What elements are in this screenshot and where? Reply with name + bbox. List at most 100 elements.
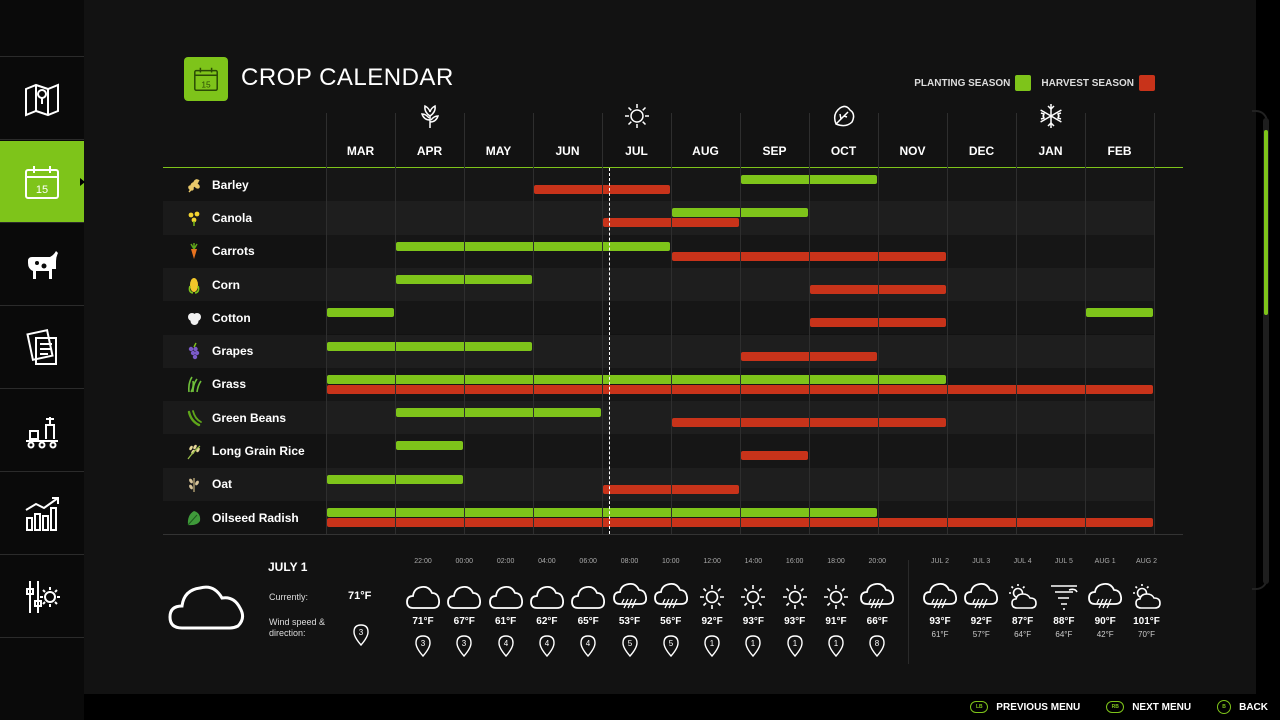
month-gridline <box>809 113 810 534</box>
crop-row: Grapes <box>163 334 1155 368</box>
crop-row: Corn <box>163 267 1155 302</box>
svg-text:4: 4 <box>545 639 550 648</box>
sun-icon <box>741 585 766 609</box>
sun-icon <box>824 585 848 609</box>
green-beans-icon <box>187 409 202 426</box>
sidebar-item-production[interactable] <box>0 390 84 472</box>
wind-direction-icon: 3 <box>353 624 369 646</box>
hourly-forecast-item: 06:00 65°F 4 <box>568 558 608 657</box>
map-icon <box>25 83 59 116</box>
sidebar: 15 <box>0 0 85 720</box>
legend-harvest-swatch <box>1139 75 1155 91</box>
wind-direction-icon: 1 <box>786 635 803 657</box>
legend-planting-swatch <box>1015 75 1032 91</box>
month-label-oct: OCT <box>830 144 857 158</box>
crop-name: Oilseed Radish <box>212 510 299 525</box>
hourly-forecast-item: 20:00 66°F 8 <box>857 558 897 657</box>
current-date-marker <box>608 168 610 534</box>
previous-menu-button[interactable]: LB PREVIOUS MENU <box>970 701 1080 713</box>
hourly-forecast-item: 10:00 56°F 5 <box>651 558 691 657</box>
month-header: MAR APR MAY JUN JUL AUG SEP OCT NOV DEC JAN FEB <box>326 100 1154 166</box>
month-gridline <box>1016 113 1017 534</box>
cloud-icon <box>406 585 440 609</box>
grapes-icon <box>188 342 200 360</box>
month-gridline <box>602 113 603 534</box>
autumn-leaf-icon <box>833 105 854 127</box>
cloud-icon <box>488 585 523 609</box>
wind-direction-icon: 1 <box>704 635 720 657</box>
svg-text:1: 1 <box>751 639 756 648</box>
svg-text:4: 4 <box>586 639 591 648</box>
wind-direction-icon: 4 <box>539 635 555 657</box>
crop-name: Oat <box>212 477 233 492</box>
crop-name: Carrots <box>212 244 255 259</box>
winter-snowflake-icon <box>1039 104 1062 128</box>
barley-icon <box>188 178 200 193</box>
scrollbar-thumb[interactable] <box>1264 130 1268 315</box>
forecast-time: 16:00 <box>785 558 804 565</box>
rain-icon <box>612 582 647 609</box>
wind-direction-icon: 8 <box>869 635 885 657</box>
forecast-low: 64°F <box>1014 630 1032 639</box>
daily-forecast-item: JUL 3 92°F 57°F <box>961 558 1001 639</box>
crop-name: Grapes <box>212 344 254 359</box>
wind-direction-icon: 3 <box>415 635 431 657</box>
forecast-low: 70°F <box>1138 630 1155 639</box>
svg-text:3: 3 <box>359 628 364 637</box>
partly-cloudy-icon <box>1132 584 1161 609</box>
crop-label: Grass <box>163 368 326 401</box>
crop-name: Grass <box>212 377 247 392</box>
month-gridline <box>878 113 879 534</box>
wind-direction-icon: 4 <box>497 635 514 657</box>
tornado-icon <box>1050 585 1078 610</box>
rice-icon <box>187 444 201 460</box>
legend-harvest: HARVEST SEASON <box>1041 75 1155 91</box>
weather-date: JULY 1 <box>268 560 308 574</box>
sun-icon <box>782 585 807 609</box>
forecast-date: JUL 4 <box>1013 558 1032 565</box>
forecast-date: JUL 5 <box>1054 558 1073 565</box>
hourly-forecast-item: 02:00 61°F 4 <box>486 558 526 657</box>
crop-name: Green Beans <box>212 410 287 425</box>
next-menu-button[interactable]: RB NEXT MENU <box>1106 701 1191 713</box>
settings-icon <box>26 580 60 613</box>
sun-icon <box>700 585 725 609</box>
current-cloud-icon <box>168 585 245 630</box>
svg-text:15: 15 <box>201 79 211 89</box>
forecast-time: 18:00 <box>827 558 845 565</box>
month-gridline <box>1154 113 1155 534</box>
sidebar-item-statistics[interactable] <box>0 473 84 555</box>
calendar-icon: 15 <box>25 165 59 199</box>
sidebar-top-spacer <box>0 0 84 57</box>
forecast-time: 06:00 <box>579 558 597 565</box>
sidebar-item-contracts[interactable] <box>0 307 84 389</box>
forecast-high: 93°F <box>929 616 951 627</box>
planting-season-bar <box>327 341 532 351</box>
forecast-time: 12:00 <box>703 558 721 565</box>
month-label-aug: AUG <box>692 144 719 158</box>
sidebar-item-livestock[interactable] <box>0 224 84 306</box>
rain-icon <box>653 582 688 609</box>
month-label-may: MAY <box>485 144 512 158</box>
month-gridline <box>671 113 672 534</box>
month-gridline <box>533 113 534 534</box>
wind-direction-icon: 1 <box>828 635 844 657</box>
wind-direction-icon: 5 <box>663 635 679 657</box>
forecast-high: 101°F <box>1133 616 1160 627</box>
month-label-jun: JUN <box>555 144 580 158</box>
month-gridline <box>326 113 327 534</box>
planting-season-bar <box>396 441 463 451</box>
statistics-icon <box>25 496 59 531</box>
forecast-high: 88°F <box>1053 616 1075 627</box>
sidebar-item-map[interactable] <box>0 58 84 140</box>
sidebar-item-settings[interactable] <box>0 556 84 638</box>
back-button[interactable]: B BACK <box>1217 700 1268 714</box>
b-key-icon: B <box>1217 700 1232 714</box>
scrollbar-track[interactable] <box>1263 118 1269 584</box>
crop-name: Canola <box>212 210 253 225</box>
weather-current-temp: 71°F <box>348 590 372 602</box>
sidebar-item-calendar[interactable]: 15 <box>0 141 85 223</box>
harvest-season-bar <box>741 451 808 461</box>
crop-name: Cotton <box>212 310 251 325</box>
forecast-temp: 91°F <box>825 616 847 627</box>
